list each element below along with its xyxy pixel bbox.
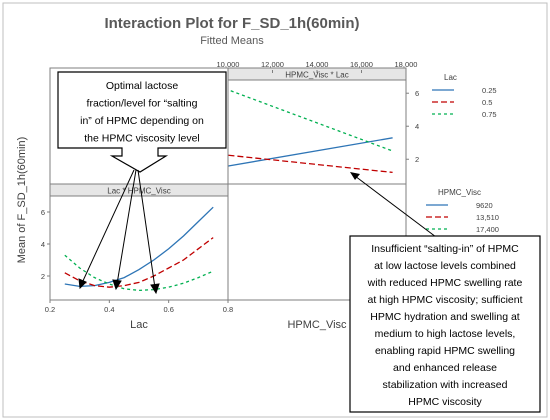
x-tick-label: 0.2: [45, 305, 55, 314]
series-line-13510: [64, 237, 214, 288]
series-line-9620: [64, 206, 214, 288]
callout-left-arrows: [78, 169, 160, 295]
series-line-17400: [64, 254, 214, 292]
y-tick-label: 4: [41, 240, 45, 249]
y-tick-labels-bottom-left: 2 4 6: [41, 208, 50, 281]
y-axis-label: Mean of F_SD_1h(60min): [16, 137, 28, 264]
callout-line: at low lactose levels combined: [374, 260, 516, 272]
callout-left-text: Optimal lactose fraction/level for “salti…: [80, 80, 204, 145]
arrowhead-2: [112, 279, 122, 291]
callout-line: Insufficient “salting-in” of HPMC: [371, 243, 519, 255]
callout-line: fraction/level for “salting: [87, 98, 198, 110]
series-line-075: [219, 85, 393, 152]
callout-right-box: [349, 235, 541, 413]
legend-title: HPMC_Visc: [438, 188, 481, 197]
arrowhead-top-right: [350, 172, 360, 180]
legend-label: 9620: [476, 201, 493, 210]
arrow-to-top-right-panel: [354, 175, 441, 241]
legend-hpmc-visc: HPMC_Visc 9620 13,510 17,400: [426, 188, 499, 234]
panel-bottom-left-title: Lac * HPMC_Visc: [107, 187, 170, 196]
callout-line: HPMC hydration and swelling at: [370, 311, 519, 323]
callout-left-shape: [57, 71, 227, 173]
x-axis-label-hpmc-visc: HPMC_Visc: [287, 319, 347, 331]
y-tick-label: 6: [415, 89, 419, 98]
y-tick-label: 2: [41, 272, 45, 281]
callout-line: with reduced HPMC swelling rate: [367, 277, 523, 289]
chart-title: Interaction Plot for F_SD_1h(60min): [104, 15, 359, 32]
series-line-025: [219, 137, 393, 169]
series-line-05: [219, 153, 393, 174]
x-tick-label: 0.4: [104, 305, 114, 314]
legend-label: 0.25: [482, 86, 497, 95]
legend-title: Lac: [444, 73, 457, 82]
panel-top-right: HPMC_Visc * Lac 10,000 12,000 14,000 16,000…: [217, 60, 419, 185]
callout-left: Optimal lactose fraction/level for “salti…: [57, 71, 227, 173]
x-tick-label: 16,000: [350, 60, 373, 69]
callout-line: stabilization with increased: [383, 379, 508, 391]
callout-line: and enhanced release: [393, 362, 497, 374]
arrowhead-1: [78, 278, 87, 290]
y-tick-labels-top-right: 2 4 6: [406, 89, 419, 164]
panel-top-right-title: HPMC_Visc * Lac: [285, 71, 348, 80]
x-tick-label: 10,000: [217, 60, 240, 69]
x-tick-labels-bottom: 0.2 0.4 0.6 0.8: [45, 300, 233, 314]
x-tick-label: 14,000: [306, 60, 329, 69]
callout-line: in” of HPMC depending on: [80, 115, 204, 127]
callout-line: HPMC viscosity: [408, 396, 482, 408]
series-bottom-left: [64, 206, 214, 292]
series-top-right: [219, 85, 393, 174]
legend-label: 0.5: [482, 98, 492, 107]
x-tick-label: 0.8: [223, 305, 233, 314]
legend-lac: Lac 0.25 0.5 0.75: [432, 73, 497, 119]
arrow-to-minimum-2: [116, 169, 137, 285]
y-tick-label: 4: [415, 122, 419, 131]
arrowhead-3: [150, 283, 160, 295]
callout-line: medium to high lactose levels,: [375, 328, 516, 340]
callout-line: at high HPMC viscosity; sufficient: [367, 294, 522, 306]
legend-label: 13,510: [476, 213, 499, 222]
x-tick-label: 0.6: [163, 305, 173, 314]
callout-line: the HPMC viscosity level: [84, 133, 200, 145]
chart-subtitle: Fitted Means: [200, 35, 264, 47]
callout-line: enabling rapid HPMC swelling: [375, 345, 515, 357]
x-tick-label: 12,000: [261, 60, 284, 69]
callout-right: Insufficient “salting-in” of HPMC at low …: [349, 172, 541, 413]
legend-label: 0.75: [482, 110, 497, 119]
arrow-to-minimum-3: [137, 169, 156, 289]
x-tick-labels-top: 10,000 12,000 14,000 16,000 18,000: [217, 60, 418, 73]
x-axis-label-lac: Lac: [130, 319, 148, 331]
callout-line: Optimal lactose: [106, 80, 179, 92]
y-tick-label: 2: [415, 155, 419, 164]
x-tick-label: 18,000: [395, 60, 418, 69]
y-tick-label: 6: [41, 208, 45, 217]
arrow-to-minimum-1: [81, 169, 135, 284]
legend-label: 17,400: [476, 225, 499, 234]
callout-right-text: Insufficient “salting-in” of HPMC at low …: [367, 243, 523, 408]
